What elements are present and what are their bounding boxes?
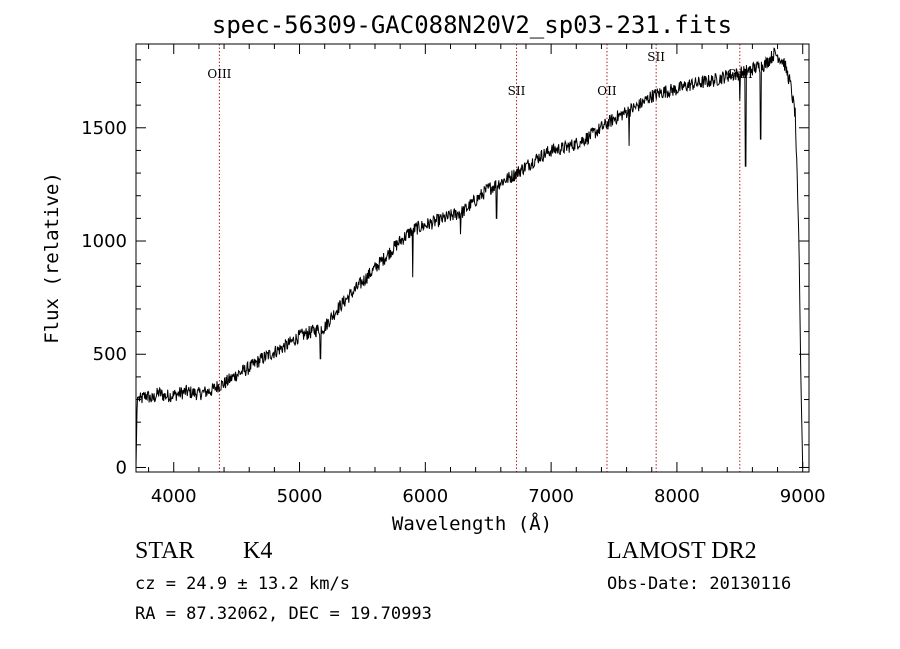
y-axis-label: Flux (relative) (41, 172, 63, 344)
survey-name: LAMOST DR2 (607, 538, 757, 564)
x-axis-label: Wavelength (Å) (392, 512, 552, 535)
spectrum-line (135, 47, 804, 468)
y-axis-ticks: 0 500 1000 1500 (81, 59, 809, 478)
y-tick-label: 1000 (81, 231, 127, 252)
plot-frame (135, 43, 810, 473)
emission-line-label-2: OII (597, 84, 617, 98)
y-tick-label: 0 (116, 457, 127, 478)
y-tick-label: 1500 (81, 118, 127, 139)
x-axis-ticks: 4000 5000 6000 7000 8000 9000 (148, 44, 826, 507)
redshift-text: cz = 24.9 ± 13.2 km/s (135, 574, 350, 594)
y-tick-label: 500 (93, 344, 127, 365)
x-tick-label: 8000 (654, 486, 700, 507)
x-tick-label: 9000 (780, 486, 826, 507)
object-subclass: K4 (243, 538, 272, 564)
emission-line-label-0: OIII (207, 67, 231, 81)
emission-line-label-1: SII (508, 84, 526, 98)
object-class: STAR (135, 538, 194, 564)
obs-date-text: Obs-Date: 20130116 (607, 574, 791, 594)
x-tick-label: 4000 (151, 486, 197, 507)
x-tick-label: 7000 (528, 486, 574, 507)
chart-title: spec-56309-GAC088N20V2_sp03-231.fits (212, 11, 732, 39)
x-tick-label: 6000 (402, 486, 448, 507)
emission-line-label-3: SII (647, 50, 665, 64)
x-tick-label: 5000 (277, 486, 323, 507)
coordinates-text: RA = 87.32062, DEC = 19.70993 (135, 604, 432, 624)
